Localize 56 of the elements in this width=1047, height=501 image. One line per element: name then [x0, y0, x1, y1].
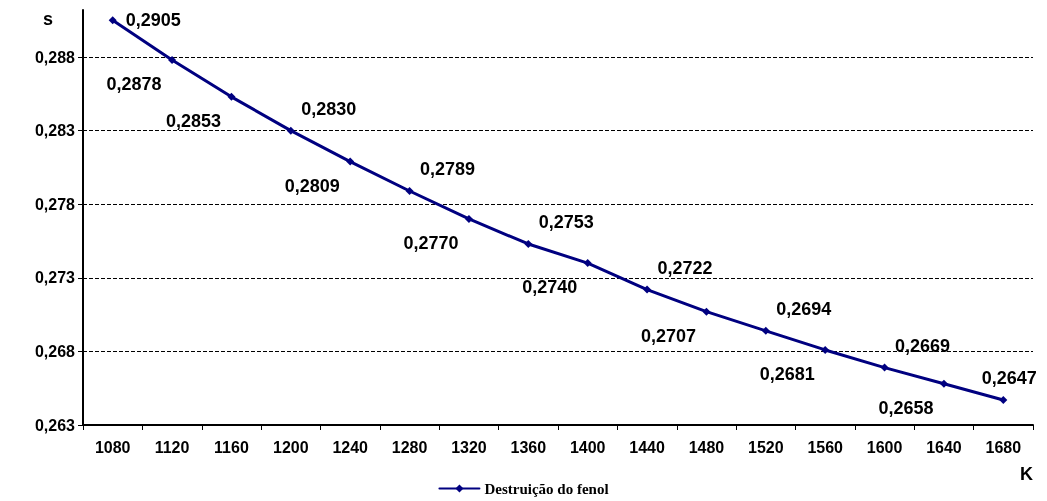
- point: [939, 379, 948, 388]
- data-label: 0,2658: [878, 397, 934, 418]
- x-tick-label: 1360: [510, 438, 547, 456]
- x-tick-label: 1480: [688, 438, 725, 456]
- point: [108, 16, 117, 25]
- data-label: 0,2753: [538, 211, 594, 232]
- x-tick-label: 1640: [926, 438, 962, 456]
- point: [999, 395, 1008, 404]
- data-label: 0,2707: [640, 325, 696, 346]
- data-label: 0,2770: [403, 232, 459, 253]
- data-label: 0,2905: [125, 10, 181, 31]
- x-tick-label: 1240: [332, 438, 369, 456]
- x-axis-title: K: [1020, 464, 1033, 484]
- legend-label: Destruição do fenol: [484, 480, 609, 497]
- x-tick-label: 1680: [985, 438, 1022, 456]
- x-tick-label: 1280: [391, 438, 428, 456]
- point: [464, 214, 473, 223]
- y-tick-label: 0,283: [34, 122, 76, 140]
- x-tick-label: 1400: [569, 438, 606, 456]
- point: [524, 239, 533, 248]
- point: [583, 259, 592, 268]
- point: [761, 326, 770, 335]
- y-tick-label: 0,268: [34, 342, 76, 360]
- y-tick-label: 0,288: [34, 48, 76, 66]
- x-tick-label: 1440: [629, 438, 665, 456]
- x-tick-label: 1320: [451, 438, 487, 456]
- point: [346, 157, 355, 166]
- y-tick-label: 0,273: [34, 269, 76, 287]
- x-tick-label: 1520: [748, 438, 784, 456]
- point: [643, 285, 652, 294]
- x-tick-label: 1160: [214, 438, 249, 456]
- data-label: 0,2740: [522, 277, 578, 298]
- x-tick-label: 1080: [94, 438, 131, 456]
- data-label: 0,2722: [657, 257, 713, 278]
- data-label: 0,2681: [759, 363, 815, 384]
- y-tick-label: 0,263: [34, 416, 76, 434]
- data-label: 0,2878: [106, 74, 162, 95]
- x-tick-label: 1560: [807, 438, 844, 456]
- data-label: 0,2853: [165, 110, 221, 131]
- data-label: 0,2647: [981, 367, 1037, 388]
- y-axis-title: s: [42, 9, 53, 29]
- data-label: 0,2789: [420, 159, 476, 180]
- x-tick-label: 1120: [154, 438, 190, 456]
- point: [286, 126, 295, 135]
- point: [168, 56, 177, 65]
- point: [405, 187, 414, 196]
- point: [880, 363, 889, 372]
- point: [702, 307, 711, 316]
- point: [227, 92, 236, 101]
- y-tick-label: 0,278: [34, 195, 76, 213]
- data-label: 0,2830: [301, 98, 357, 119]
- x-tick-label: 1600: [866, 438, 903, 456]
- x-tick-label: 1200: [273, 438, 309, 456]
- data-label: 0,2809: [284, 175, 340, 196]
- data-label: 0,2694: [776, 298, 832, 319]
- point: [821, 345, 830, 354]
